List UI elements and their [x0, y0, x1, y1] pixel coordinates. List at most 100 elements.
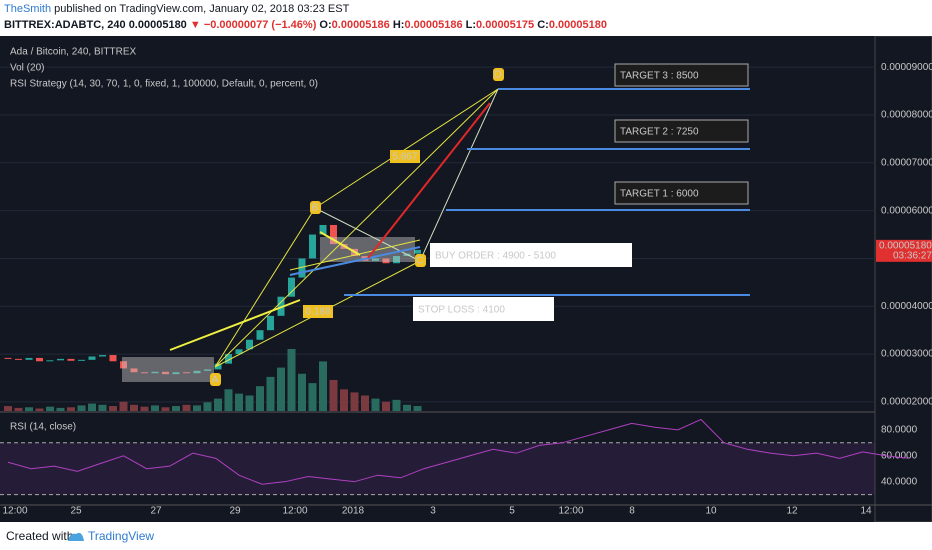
candle — [414, 249, 421, 254]
candle — [330, 224, 337, 245]
volume-bar — [140, 406, 149, 411]
target-label: TARGET 1 : 6000 — [620, 189, 699, 200]
x-tick-label: 12:00 — [2, 506, 27, 517]
candle — [214, 363, 222, 370]
target-box — [614, 63, 749, 87]
x-tick-label: 8 — [629, 506, 635, 517]
trend-line — [289, 246, 421, 276]
buy-label: BUY ORDER : 4900 - 5100 — [435, 251, 556, 262]
ratio-label: 5.667 — [392, 152, 417, 163]
volume-bar — [245, 395, 254, 411]
change: ▼ −0.00000077 (−1.46%) — [189, 19, 317, 31]
volume-bar — [98, 404, 107, 411]
header: TheSmith published on TradingView.com, J… — [0, 0, 932, 36]
rsi-line — [7, 418, 909, 485]
x-tick-label: 2018 — [342, 506, 365, 517]
x-tick-label: 10 — [705, 506, 717, 517]
volume-bar — [392, 399, 401, 411]
volume-bar — [130, 404, 138, 411]
volume-bar — [25, 407, 33, 411]
candle — [298, 258, 306, 278]
candle — [246, 339, 253, 350]
volume-bar — [298, 373, 306, 411]
volume-bar — [67, 407, 75, 411]
candle — [288, 277, 295, 297]
ratio-label: 0.188 — [305, 307, 330, 318]
y-tick-label: 0.00009000 — [881, 62, 932, 73]
candle — [393, 256, 400, 264]
volume-bar — [308, 383, 317, 411]
candle — [256, 330, 264, 340]
legend-item: RSI Strategy (14, 30, 70, 1, 0, fixed, 1… — [10, 79, 318, 90]
candle — [36, 357, 43, 362]
candle — [151, 371, 159, 374]
candle — [99, 355, 106, 357]
candle — [172, 372, 180, 375]
volume-bar — [214, 398, 222, 411]
point-label: D — [494, 70, 501, 81]
candle — [57, 358, 64, 361]
candle — [204, 369, 211, 371]
candle — [183, 372, 190, 374]
arrow — [169, 299, 301, 351]
x-tick-label: 29 — [229, 506, 241, 517]
candle — [372, 258, 379, 261]
volume-bar — [287, 349, 296, 411]
rsi-tick-label: 40.0000 — [881, 476, 918, 487]
volume-bar — [119, 401, 128, 411]
x-tick-label: 3 — [430, 506, 436, 517]
volume-bar — [350, 392, 359, 411]
volume-bar — [266, 376, 275, 411]
ohlc-v: 0.00005180 — [548, 19, 607, 31]
chart: 0.00009000 0.00008000 0.00007000 0.00006000… — [0, 36, 932, 522]
target-label: TARGET 2 : 7250 — [620, 127, 699, 138]
arrow — [319, 231, 361, 256]
candle — [130, 368, 138, 373]
candle — [67, 358, 75, 361]
ohlc-k: H: — [392, 19, 405, 31]
volume-bar — [235, 393, 243, 411]
point-label: A — [212, 375, 219, 386]
pattern-line — [314, 207, 421, 262]
author[interactable]: TheSmith — [4, 3, 52, 15]
volume-bar — [4, 406, 12, 411]
volume-bar — [77, 405, 86, 411]
x-tick-label: 27 — [150, 506, 162, 517]
ohlc: O:0.00005186 H:0.00005186 L:0.00005175 C… — [319, 19, 607, 31]
point-box — [415, 254, 426, 267]
symbol: BITTREX:ADABTC, 240 — [4, 19, 126, 31]
trend-line — [289, 239, 421, 271]
ohlc-k: L: — [465, 19, 477, 31]
rsi-title: RSI (14, close) — [10, 422, 76, 433]
candle — [162, 371, 169, 375]
volume-bar — [193, 405, 201, 411]
ohlc-v: 0.00005186 — [331, 19, 390, 31]
volume-bar — [35, 408, 44, 411]
volume-bar — [203, 402, 212, 411]
volume-bar — [371, 398, 380, 411]
point-label: B — [312, 203, 319, 214]
pattern-line — [214, 207, 316, 368]
volume-bar — [277, 367, 285, 411]
ratio-box — [390, 150, 420, 163]
volume-bar — [224, 389, 233, 411]
point-box — [310, 201, 321, 214]
x-tick-label: 5 — [509, 506, 515, 517]
stop-box — [413, 297, 554, 321]
volume-bar — [361, 395, 369, 411]
y-tick-label: 0.00004000 — [881, 301, 932, 312]
x-tick-label: 25 — [70, 506, 82, 517]
buy-box — [430, 243, 632, 267]
y-tick-label: 0.00007000 — [881, 157, 932, 168]
ohlc-v: 0.00005186 — [404, 19, 463, 31]
y-tick-label: 0.00006000 — [881, 205, 932, 216]
rsi-tick-label: 60.0000 — [881, 450, 918, 461]
last: 0.00005180 — [128, 19, 187, 31]
volume-bar — [340, 389, 348, 411]
rsi-tick-label: 80.0000 — [881, 424, 918, 435]
candle — [319, 224, 327, 235]
candle — [193, 370, 201, 374]
brand[interactable]: TradingView — [88, 529, 155, 543]
price-axis-bg — [874, 36, 932, 522]
